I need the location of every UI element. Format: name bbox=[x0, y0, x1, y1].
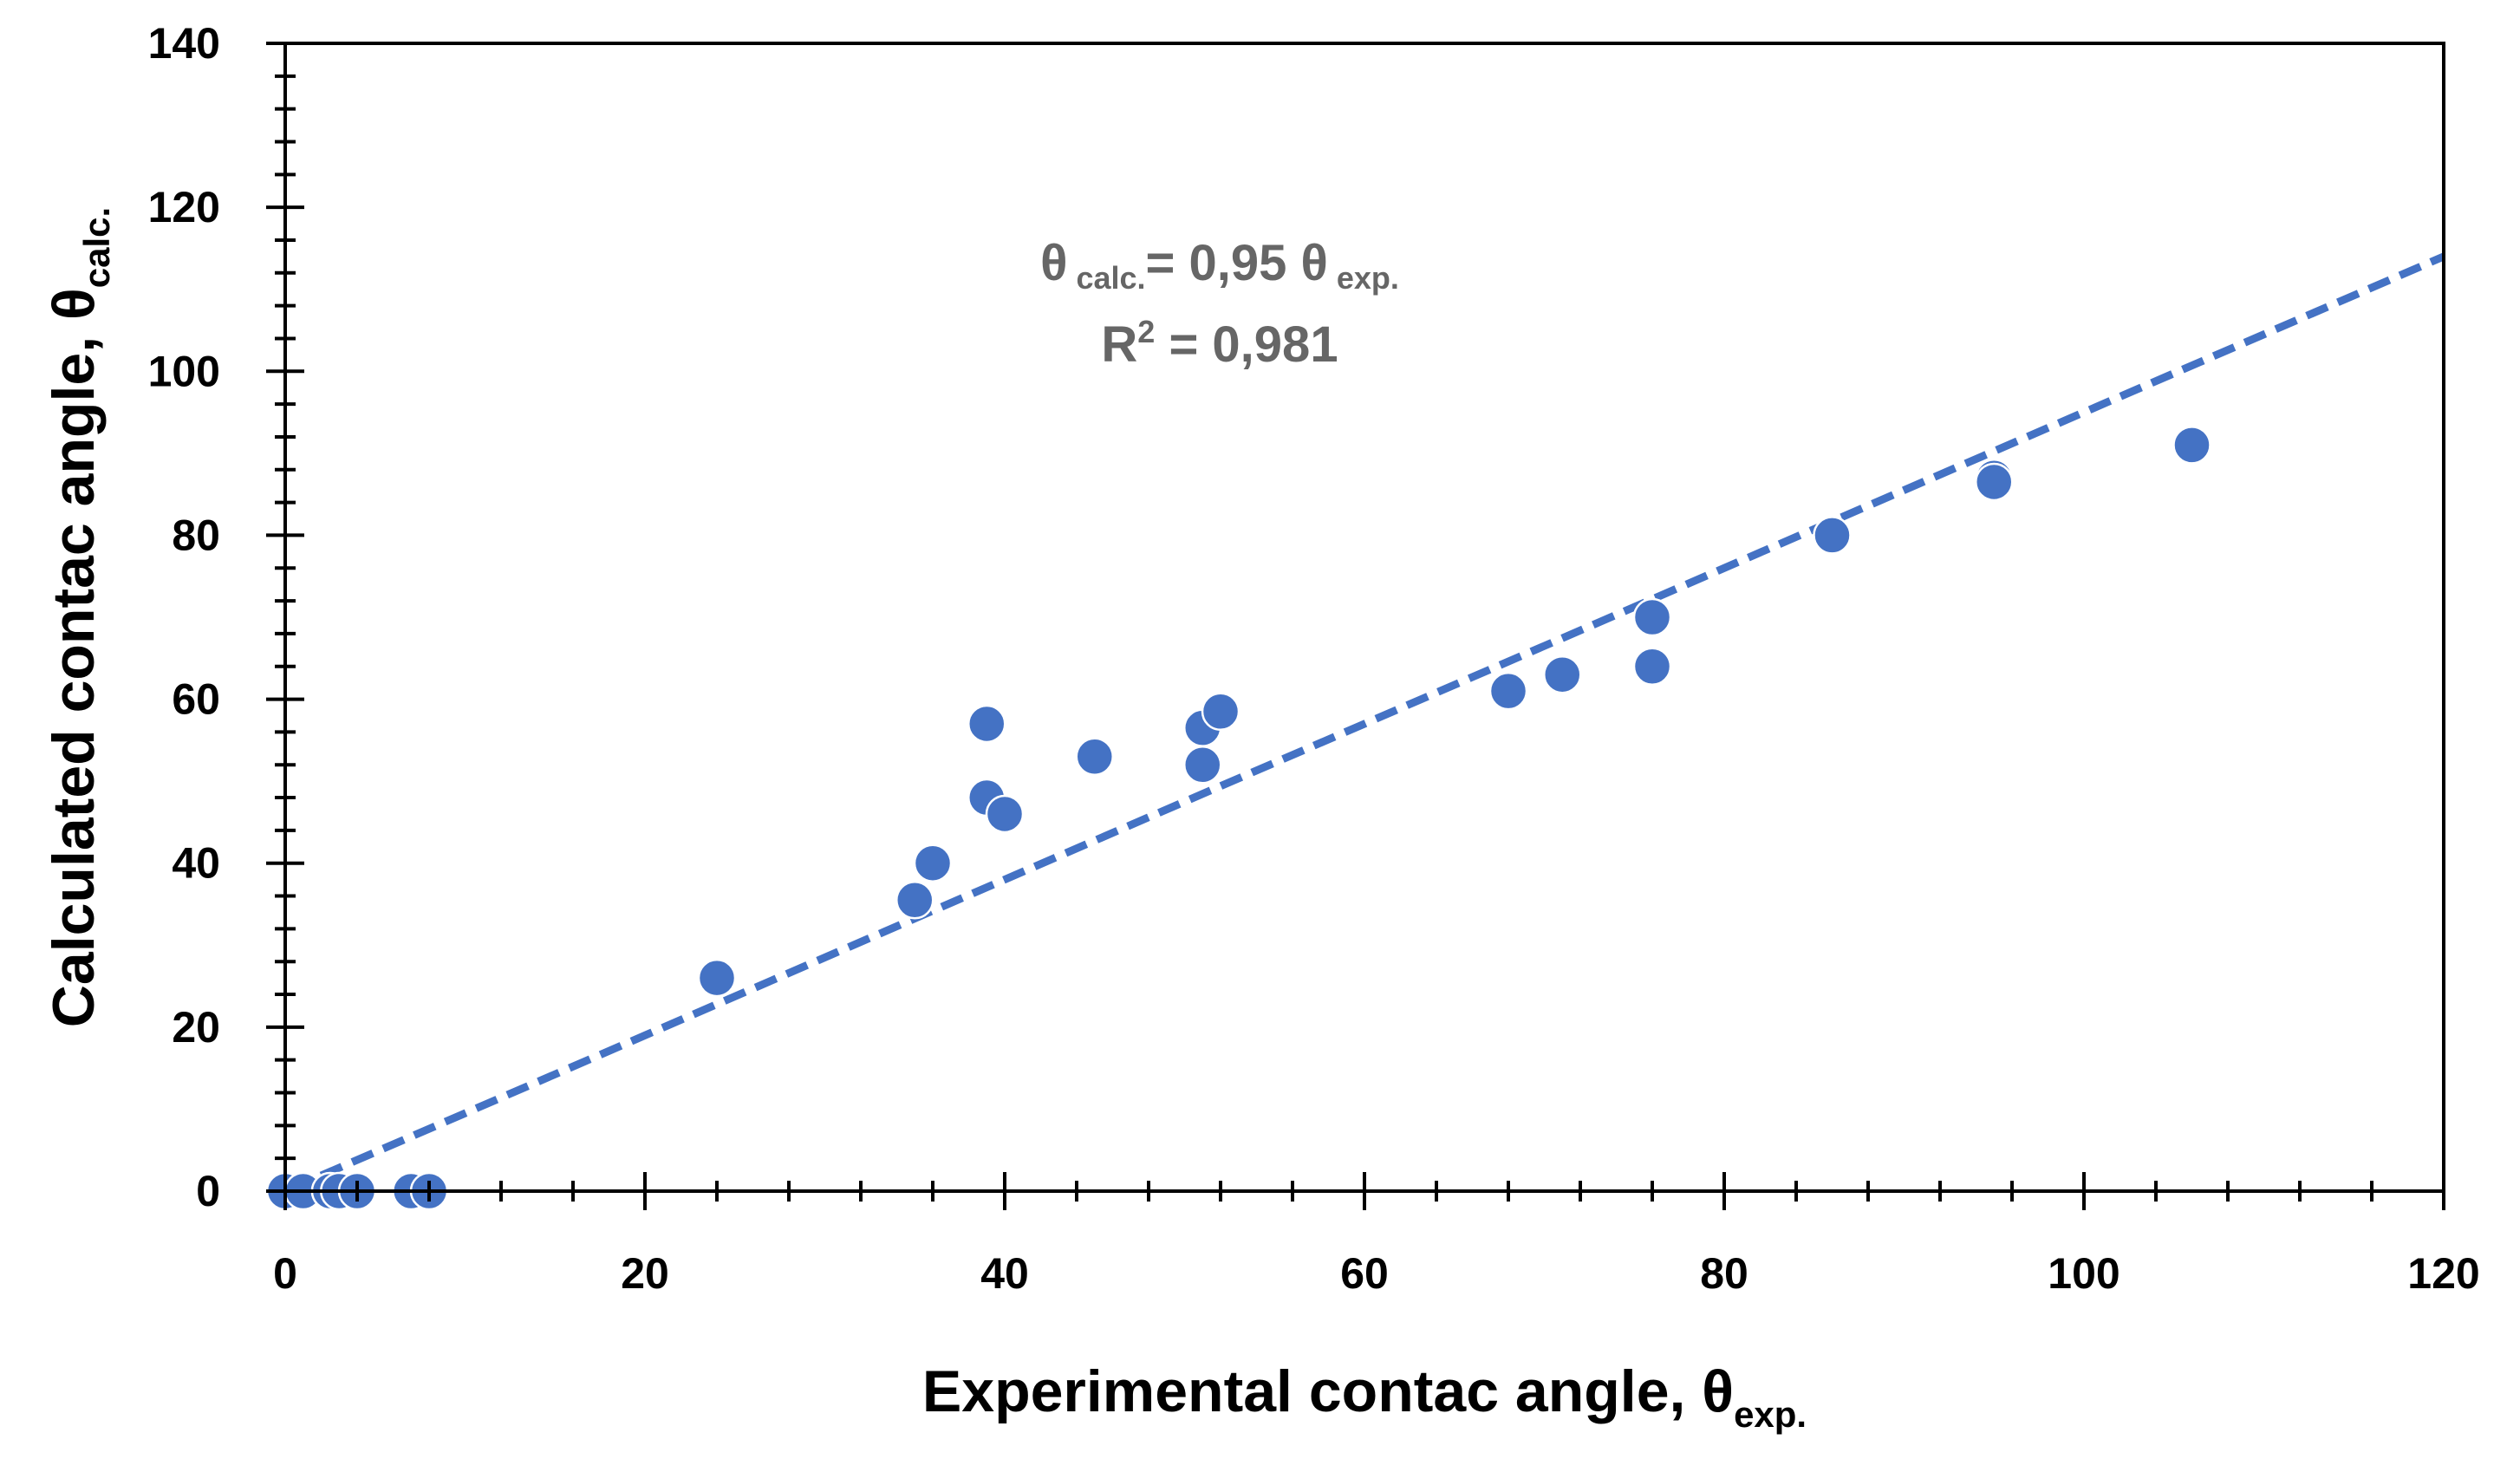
x-tick-label: 100 bbox=[2048, 1249, 2120, 1298]
y-tick-label: 40 bbox=[172, 839, 220, 888]
y-axis-tick-labels: 0 20 40 60 80 100 120 140 bbox=[148, 19, 220, 1215]
r-squared-label: R2 = 0,981 bbox=[1101, 314, 1338, 373]
x-tick-label: 60 bbox=[1340, 1249, 1389, 1298]
data-point bbox=[1075, 737, 1114, 777]
data-point bbox=[1183, 745, 1222, 785]
y-tick-label: 60 bbox=[172, 675, 220, 724]
x-tick-label: 0 bbox=[273, 1249, 297, 1298]
x-axis-title: Experimental contac angle, θexp. bbox=[922, 1358, 1807, 1435]
x-tick-label: 80 bbox=[1700, 1249, 1748, 1298]
trendline-layer bbox=[319, 252, 2445, 1180]
plot-area-frame bbox=[283, 42, 2445, 1193]
data-point bbox=[1488, 671, 1528, 711]
data-point bbox=[1975, 462, 2014, 502]
y-tick-label: 20 bbox=[172, 1003, 220, 1052]
data-point bbox=[2172, 426, 2211, 465]
axis-ticks-layer bbox=[266, 42, 2445, 1210]
y-tick-label: 100 bbox=[148, 347, 220, 395]
trendline-equation: θ calc.= 0,95 θ exp. bbox=[1040, 235, 1399, 296]
y-tick-label: 80 bbox=[172, 511, 220, 559]
trendline bbox=[319, 252, 2445, 1180]
data-point bbox=[1632, 597, 1672, 637]
x-tick-label: 20 bbox=[621, 1249, 669, 1298]
data-point bbox=[697, 958, 737, 998]
data-point bbox=[913, 843, 953, 883]
x-tick-label: 40 bbox=[980, 1249, 1029, 1298]
y-tick-label: 120 bbox=[148, 183, 220, 231]
y-tick-label: 0 bbox=[196, 1167, 220, 1215]
y-axis-title: Calculated contac angle, θcalc. bbox=[41, 207, 117, 1027]
y-tick-label: 140 bbox=[148, 19, 220, 68]
data-point bbox=[967, 704, 1006, 744]
data-points-layer bbox=[265, 426, 2211, 1211]
data-point bbox=[1201, 692, 1240, 732]
x-tick-label: 120 bbox=[2407, 1249, 2479, 1298]
data-point bbox=[895, 881, 934, 920]
data-point bbox=[1543, 655, 1582, 694]
data-point bbox=[1813, 516, 1852, 555]
data-point bbox=[985, 794, 1025, 834]
x-axis-tick-labels: 0 20 40 60 80 100 120 bbox=[273, 1249, 2480, 1298]
data-point bbox=[1632, 647, 1672, 686]
